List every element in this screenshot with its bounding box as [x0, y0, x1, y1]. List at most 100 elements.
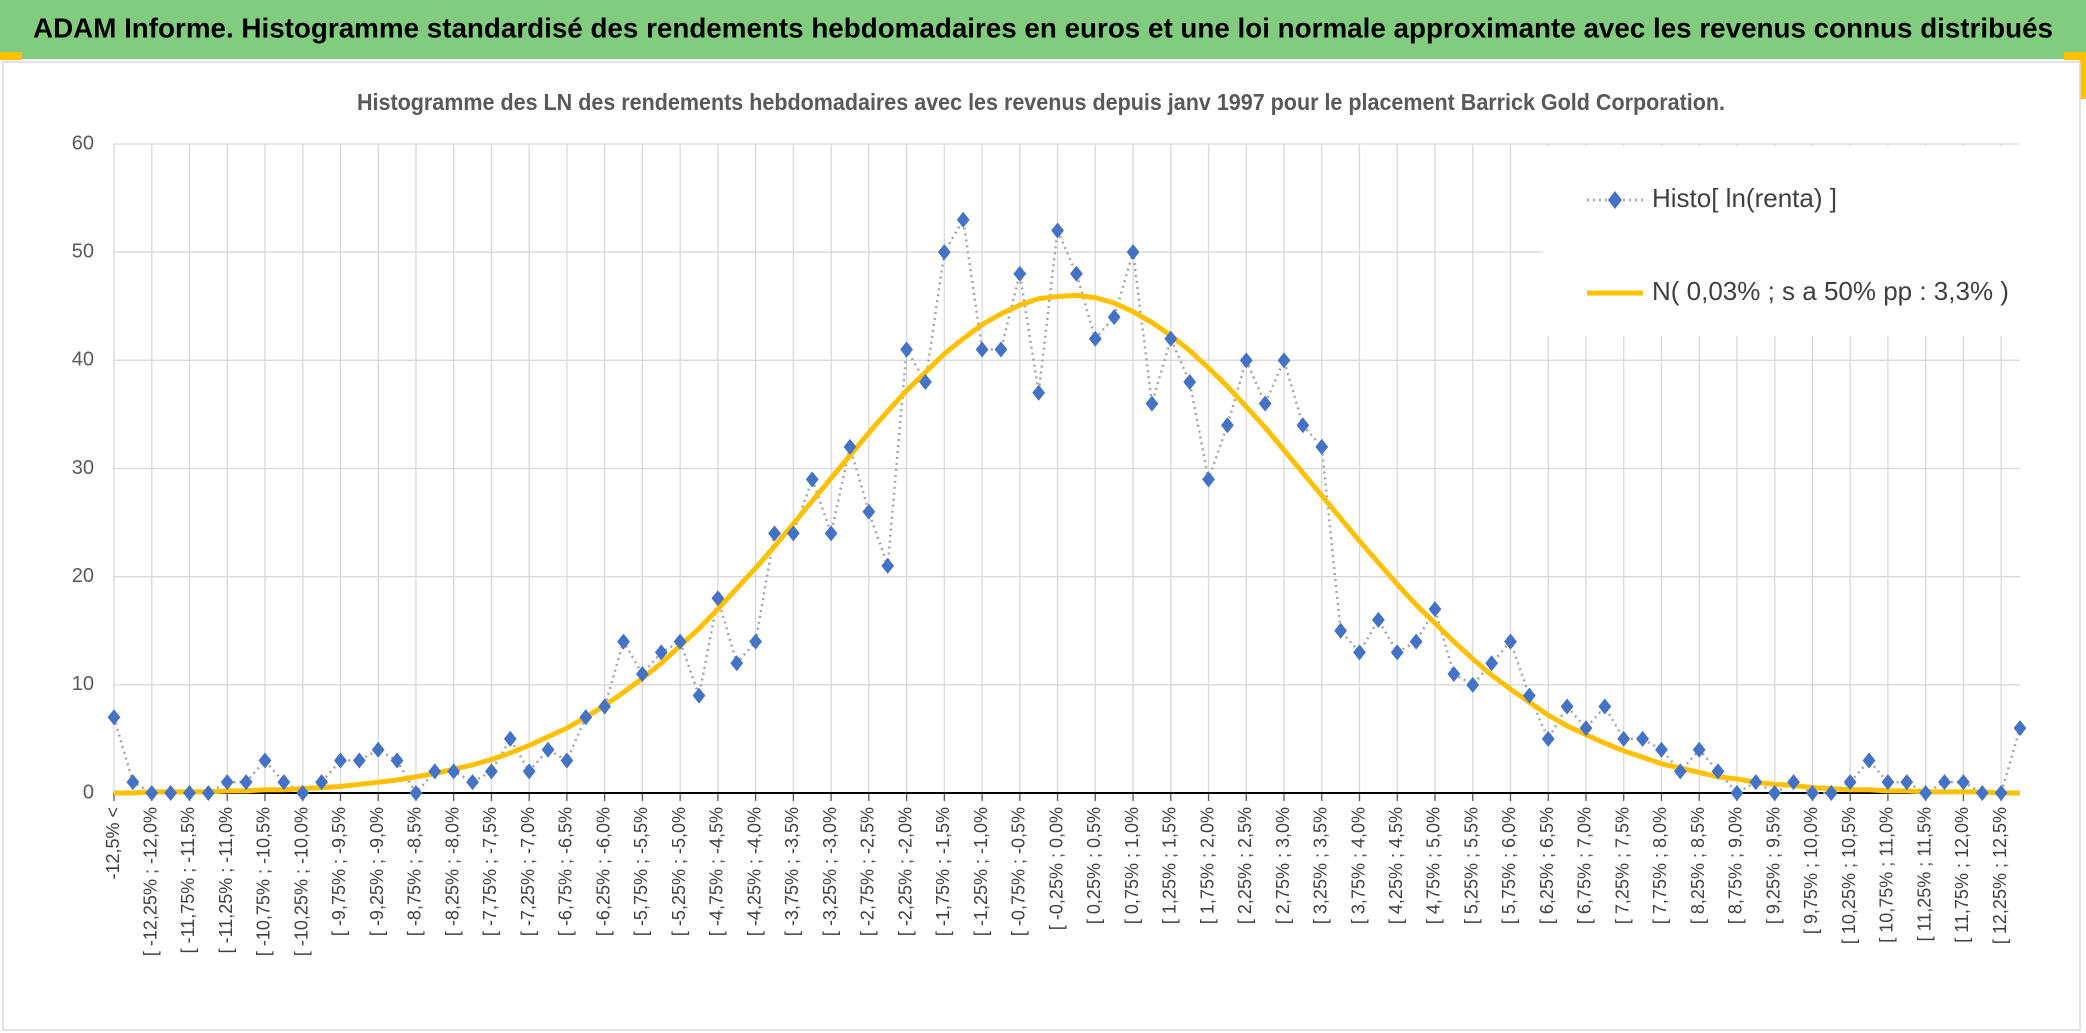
- x-tick-label: [ -3,25% ; -3,0%: [820, 807, 840, 936]
- data-point: [673, 633, 687, 650]
- x-tick-label: [ -8,75% ; -8,5%: [405, 807, 425, 936]
- data-point: [1579, 720, 1593, 737]
- x-tick-label: [ -8,25% ; -8,0%: [442, 807, 462, 936]
- chart-title: ADAM Informe. Histogramme standardisé de…: [33, 12, 2053, 43]
- x-tick-label: [ -12,25% ; -12,0%: [140, 807, 160, 956]
- legend-swatch-marker: [1608, 191, 1622, 209]
- data-point: [447, 763, 461, 780]
- data-point: [126, 774, 140, 791]
- x-tick-label: [ 1,75% ; 2,0%: [1197, 807, 1217, 924]
- data-point: [485, 763, 498, 780]
- data-point: [201, 785, 215, 801]
- x-tick-label: [ -7,75% ; -7,5%: [480, 807, 500, 936]
- data-point: [371, 741, 385, 758]
- data-point: [1541, 730, 1555, 747]
- data-point: [1258, 395, 1272, 412]
- x-tick-label: [ -2,25% ; -2,0%: [895, 807, 915, 936]
- x-tick-label: [ 11,25% ; 11,5%: [1914, 807, 1934, 941]
- data-point: [1881, 774, 1895, 791]
- x-tick-label: [ 11,75% ; 12,0%: [1952, 807, 1972, 943]
- x-tick-label: [ -11,75% ; -11,5%: [178, 807, 198, 953]
- data-point: [1824, 785, 1838, 801]
- x-tick-label: [ -9,75% ; -9,5%: [329, 807, 349, 936]
- x-tick-label: [ -11,25% ; -11,0%: [216, 807, 236, 953]
- data-point: [1900, 774, 1914, 791]
- title-bar: [0, 0, 2086, 59]
- chart-subtitle: Histogramme des LN des rendements hebdom…: [357, 89, 1725, 115]
- data-point: [1730, 785, 1744, 801]
- x-tick-label: [ 4,75% ; 5,0%: [1424, 807, 1444, 924]
- data-point: [711, 590, 725, 607]
- data-point: [654, 644, 668, 661]
- data-point: [768, 525, 781, 542]
- x-tick-label: [ -9,25% ; -9,0%: [367, 807, 387, 936]
- data-point: [1032, 384, 1046, 401]
- data-point: [1051, 222, 1064, 239]
- x-tick-label: [ -3,75% ; -3,5%: [782, 807, 802, 936]
- x-tick-label: [ -0,25% ; 0,0%: [1046, 807, 1066, 930]
- data-point: [1598, 698, 1612, 715]
- data-point: [1315, 438, 1329, 455]
- x-tick-label: -12,5% <: [103, 807, 123, 880]
- data-point: [1749, 774, 1763, 791]
- data-point: [900, 341, 913, 358]
- legend-label: Histo[ ln(renta) ]: [1652, 183, 1837, 213]
- y-tick-label: 20: [72, 565, 94, 587]
- data-point: [1126, 244, 1140, 261]
- x-tick-label: [ 6,75% ; 7,0%: [1575, 807, 1595, 924]
- data-point: [1277, 352, 1291, 369]
- data-point: [1466, 676, 1480, 693]
- data-point: [805, 471, 819, 488]
- data-point: [1692, 741, 1706, 758]
- data-point: [164, 785, 178, 801]
- data-point: [1428, 601, 1442, 618]
- data-point: [749, 633, 763, 650]
- data-point: [1522, 687, 1536, 704]
- data-point: [1994, 785, 2008, 801]
- x-tick-label: [ -10,75% ; -10,5%: [254, 807, 274, 956]
- y-tick-label: 40: [72, 349, 94, 371]
- data-point: [277, 774, 291, 791]
- data-point: [937, 244, 951, 261]
- data-point: [503, 730, 517, 747]
- y-tick-label: 10: [72, 673, 94, 695]
- data-point: [862, 503, 876, 520]
- x-tick-label: [ 5,75% ; 6,0%: [1499, 807, 1519, 924]
- x-tick-label: [ 2,25% ; 2,5%: [1235, 807, 1255, 924]
- data-point: [258, 752, 272, 769]
- data-point: [1617, 730, 1631, 747]
- y-tick-label: 30: [72, 457, 94, 479]
- x-tick-label: [ 9,25% ; 9,5%: [1763, 807, 1783, 924]
- data-point: [786, 525, 800, 542]
- data-point: [692, 687, 706, 704]
- x-tick-label: [ 5,25% ; 5,5%: [1461, 807, 1481, 924]
- data-point: [1768, 785, 1782, 801]
- data-point: [1371, 611, 1385, 628]
- data-point: [352, 752, 366, 769]
- data-point: [1806, 785, 1819, 801]
- data-point: [1938, 774, 1951, 791]
- chart-border: [2, 61, 2081, 1031]
- x-tick-label: [ -2,75% ; -2,5%: [858, 807, 878, 936]
- corner-accent: [0, 52, 22, 60]
- data-point: [1107, 309, 1121, 326]
- edge-accent: [2080, 59, 2086, 99]
- x-tick-label: [ -0,75% ; -0,5%: [1009, 807, 1029, 936]
- data-point: [541, 741, 555, 758]
- data-point: [107, 709, 121, 726]
- data-point: [1296, 417, 1310, 434]
- x-tick-label: [ 9,75% ; 10,0%: [1801, 807, 1821, 934]
- x-tick-label: [ 1,25% ; 1,5%: [1160, 807, 1180, 924]
- data-point: [1390, 644, 1404, 661]
- data-point: [994, 341, 1008, 358]
- x-tick-label: [ -6,75% ; -6,5%: [556, 807, 576, 936]
- x-tick-label: [ 8,75% ; 9,0%: [1726, 807, 1746, 924]
- legend-box: [1543, 146, 2021, 336]
- data-point: [1013, 265, 1027, 282]
- x-tick-label: [ 10,25% ; 10,5%: [1839, 807, 1859, 944]
- x-tick-label: [ 2,75% ; 3,0%: [1273, 807, 1293, 924]
- data-point: [1787, 774, 1800, 791]
- data-point: [183, 785, 196, 801]
- data-point: [390, 752, 404, 769]
